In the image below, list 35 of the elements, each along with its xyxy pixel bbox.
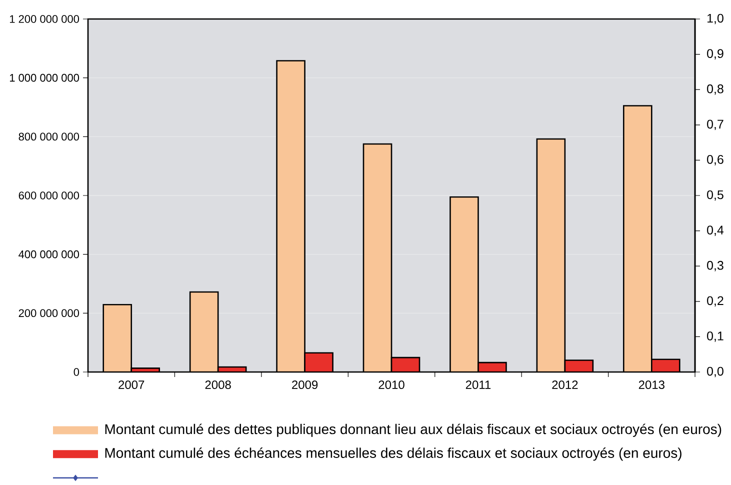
- y2-tick-label: 0,8: [707, 84, 724, 95]
- y-tick-label: 800 000 000: [18, 132, 80, 141]
- bar: [623, 105, 652, 372]
- y-tick-label: 200 000 000: [18, 309, 80, 318]
- x-tick-label: 2008: [205, 380, 231, 390]
- x-tick-label: 2007: [118, 380, 144, 390]
- y2-tick-label: 1,0: [707, 14, 724, 24]
- y2-tick-label: 0,7: [707, 120, 724, 130]
- bar: [390, 356, 420, 372]
- bar: [536, 138, 566, 372]
- y-tick-label: 400 000 000: [18, 250, 80, 258]
- x-tick-label: 2013: [638, 380, 664, 390]
- legend-label: Montant cumulé des échéances mensuelles des délais fiscaux et sociaux octroyés (en euros): [105, 447, 682, 461]
- bar: [362, 143, 392, 372]
- y-tick-label: 1 000 000 000: [10, 74, 80, 82]
- bar: [450, 196, 479, 372]
- y2-tick-label: 0,5: [707, 190, 724, 201]
- bar: [103, 304, 132, 372]
- bar: [276, 60, 306, 372]
- legend-label: Montant cumulé des dettes publiques donnant lieu aux délais fiscaux et sociaux octroyés (en euros): [105, 424, 722, 437]
- y-tick-label: 1 200 000 000: [10, 15, 80, 23]
- y2-tick-label: 0,4: [707, 226, 724, 236]
- y-tick-label: 0: [74, 368, 80, 376]
- x-tick-label: 2012: [552, 380, 578, 390]
- x-tick-label: 2011: [466, 380, 491, 390]
- x-tick-label: 2009: [292, 380, 318, 390]
- x-tick-label: 2010: [378, 380, 404, 390]
- y2-tick-label: 0,1: [707, 332, 724, 342]
- bar: [189, 291, 219, 372]
- y2-tick-label: 0,9: [707, 49, 724, 60]
- y-tick-label: 600 000 000: [18, 192, 80, 200]
- y2-tick-label: 0,0: [707, 366, 724, 378]
- y2-tick-label: 0,6: [707, 155, 724, 166]
- y2-tick-label: 0,3: [707, 260, 724, 272]
- y2-tick-label: 0,2: [707, 296, 724, 307]
